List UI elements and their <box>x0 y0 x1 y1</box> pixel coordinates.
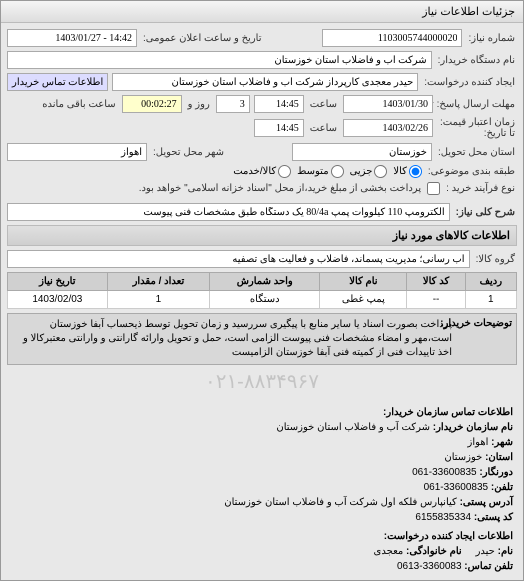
days-input[interactable] <box>216 95 250 113</box>
deadline-label: مهلت ارسال پاسخ: تا <box>437 99 517 110</box>
goods-table: ردیف کد کالا نام کالا واحد شمارش تعداد /… <box>7 272 517 309</box>
buyer-org-input[interactable] <box>7 51 432 69</box>
th-index: ردیف <box>465 273 516 291</box>
td-qty: 1 <box>107 291 210 309</box>
valid-label: زمان اعتبار قیمت: تا تاریخ: <box>437 117 517 139</box>
goods-group-label: گروه کالا: <box>474 254 517 265</box>
purchase-process-label: نوع فرآیند خرید : <box>444 183 517 194</box>
c-phone: 33600835-061 <box>424 482 489 493</box>
td-date: 1403/02/03 <box>8 291 108 309</box>
city-label: شهر محل تحویل: <box>151 147 226 158</box>
category-radio-group: کالا جزیی متوسط کالا/خدمت <box>233 165 422 178</box>
dialog-window: جزئیات اطلاعات نیاز شماره نیاز: تاریخ و … <box>0 0 524 581</box>
valid-time-input[interactable] <box>254 119 304 137</box>
watermark: ۰۲۱-۸۸۳۴۹۶۷ <box>7 369 517 399</box>
cat-small-radio[interactable] <box>331 165 344 178</box>
content-area: شماره نیاز: تاریخ و ساعت اعلان عمومی: نا… <box>1 23 523 580</box>
purchase-checkbox[interactable] <box>427 182 440 195</box>
c-org: شرکت آب و فاضلاب استان خوزستان <box>276 422 430 433</box>
c-name: حیدر <box>476 546 495 557</box>
description-box: توضیحات خریدار: پرداخت بصورت اسناد یا سا… <box>7 313 517 365</box>
window-title: جزئیات اطلاعات نیاز <box>422 6 515 18</box>
creator-input[interactable] <box>112 73 418 91</box>
c-zip: 6155835334 <box>415 512 471 523</box>
province-label: استان محل تحویل: <box>436 147 517 158</box>
remain-label: ساعت باقی مانده <box>40 99 117 110</box>
c-family-label: نام خانوادگی: <box>406 546 462 557</box>
desc-text: پرداخت بصورت اسناد یا سایر منابع با پیگی… <box>12 318 452 360</box>
contact-section: اطلاعات تماس سازمان خریدار: نام سازمان خ… <box>7 405 517 574</box>
creator-label: ایجاد کننده درخواست: <box>422 77 517 88</box>
c-addr-label: آدرس پستی: <box>460 497 513 508</box>
need-title-input[interactable] <box>7 203 450 221</box>
th-unit: واحد شمارش <box>210 273 320 291</box>
contact-info-button[interactable]: اطلاعات تماس خریدار <box>7 73 108 91</box>
c-province: خوزستان <box>444 452 482 463</box>
public-datetime-label: تاریخ و ساعت اعلان عمومی: <box>141 33 264 44</box>
deadline-time-label: ساعت <box>308 99 339 110</box>
need-title-label: شرح کلی نیاز: <box>454 207 517 218</box>
th-date: تاریخ نیاز <box>8 273 108 291</box>
c-zip-label: کد پستی: <box>474 512 513 523</box>
th-name: نام کالا <box>320 273 407 291</box>
request-no-label: شماره نیاز: <box>466 33 517 44</box>
c-family: معجدی <box>374 546 404 557</box>
cat-mid-option[interactable]: جزیی <box>350 165 388 178</box>
c-tel-label: تلفن تماس: <box>464 561 513 572</box>
cat-service-radio[interactable] <box>278 165 291 178</box>
c-addr: کیانپارس فلکه اول شرکت آب و فاضلاب استان… <box>224 497 457 508</box>
goods-section-header: اطلاعات کالاهای مورد نیاز <box>7 225 517 246</box>
cat-all-radio[interactable] <box>409 165 422 178</box>
td-name: پمپ غطی <box>320 291 407 309</box>
c-fax-label: دورنگار: <box>479 467 513 478</box>
th-qty: تعداد / مقدار <box>107 273 210 291</box>
th-code: کد کالا <box>407 273 465 291</box>
td-index: 1 <box>465 291 516 309</box>
purchase-note: پرداخت بخشی از مبلغ خرید،از محل "اسناد خ… <box>7 183 423 194</box>
window-titlebar: جزئیات اطلاعات نیاز <box>1 1 523 23</box>
table-row[interactable]: 1 -- پمپ غطی دستگاه 1 1403/02/03 <box>8 291 517 309</box>
table-header-row: ردیف کد کالا نام کالا واحد شمارش تعداد /… <box>8 273 517 291</box>
cat-all-option[interactable]: کالا <box>393 165 422 178</box>
cat-service-option[interactable]: کالا/خدمت <box>233 165 291 178</box>
td-unit: دستگاه <box>210 291 320 309</box>
days-label: روز و <box>186 99 212 110</box>
request-no-input[interactable] <box>322 29 462 47</box>
c-city: اهواز <box>468 437 489 448</box>
province-input[interactable] <box>292 143 432 161</box>
valid-date-input[interactable] <box>343 119 433 137</box>
c-org-label: نام سازمان خریدار: <box>433 422 513 433</box>
public-datetime-input[interactable] <box>7 29 137 47</box>
city-input[interactable] <box>7 143 147 161</box>
goods-group-input[interactable] <box>7 250 470 268</box>
valid-time-label: ساعت <box>308 123 339 134</box>
deadline-time-input[interactable] <box>254 95 304 113</box>
c-province-label: استان: <box>485 452 513 463</box>
desc-label: توضیحات خریدار: <box>452 318 512 360</box>
c-fax: 33600835-061 <box>412 467 477 478</box>
remain-time-input <box>122 95 182 113</box>
creator-contact-header: اطلاعات ایجاد کننده درخواست: <box>384 531 513 542</box>
c-city-label: شهر: <box>491 437 513 448</box>
contact-header: اطلاعات تماس سازمان خریدار: <box>383 407 513 418</box>
c-name-label: نام: <box>498 546 513 557</box>
deadline-date-input[interactable] <box>343 95 433 113</box>
cat-small-option[interactable]: متوسط <box>297 165 343 178</box>
c-tel: 3360083-0613 <box>397 561 462 572</box>
c-phone-label: تلفن: <box>491 482 513 493</box>
buyer-org-label: نام دستگاه خریدار: <box>436 55 517 66</box>
cat-mid-radio[interactable] <box>374 165 387 178</box>
td-code: -- <box>407 291 465 309</box>
category-label: طبقه بندی موضوعی: <box>426 166 517 177</box>
